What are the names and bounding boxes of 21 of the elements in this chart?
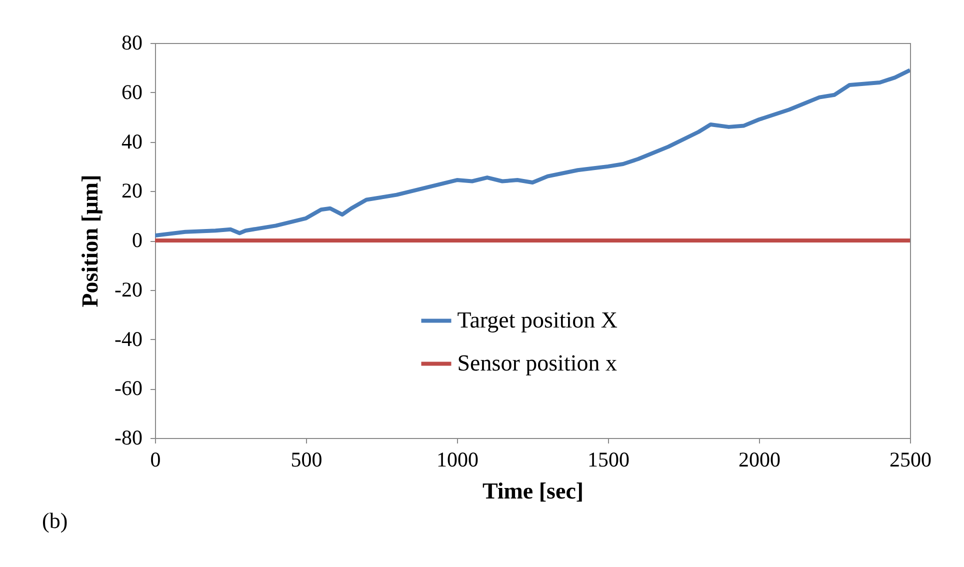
- y-tick-label: 0: [132, 228, 142, 252]
- x-tick-label: 500: [290, 448, 322, 472]
- y-tick-label: 40: [122, 129, 142, 154]
- y-tick-label: -80: [114, 426, 142, 450]
- x-tick-label: 1000: [436, 448, 478, 472]
- y-tick-label: -40: [114, 326, 142, 351]
- x-tick-label: 2500: [890, 448, 932, 472]
- y-tick-label: -20: [114, 277, 142, 302]
- line-series: [155, 68, 910, 238]
- x-tick-label: 1500: [588, 448, 630, 472]
- legend-label: Target position X: [457, 308, 618, 333]
- y-axis-title: Position [μm]: [78, 174, 103, 308]
- x-tick-label: 0: [150, 448, 161, 472]
- text: (b): [42, 508, 68, 534]
- y-tick-label: 60: [122, 80, 142, 104]
- x-axis-title: Time [sec]: [482, 478, 584, 504]
- y-tick-label: 20: [122, 178, 142, 203]
- y-tick-label: -60: [114, 376, 142, 400]
- y-tick-label: 80: [122, 30, 142, 54]
- x-tick-label: 2000: [738, 448, 780, 472]
- legend-label: Sensor position x: [457, 350, 618, 376]
